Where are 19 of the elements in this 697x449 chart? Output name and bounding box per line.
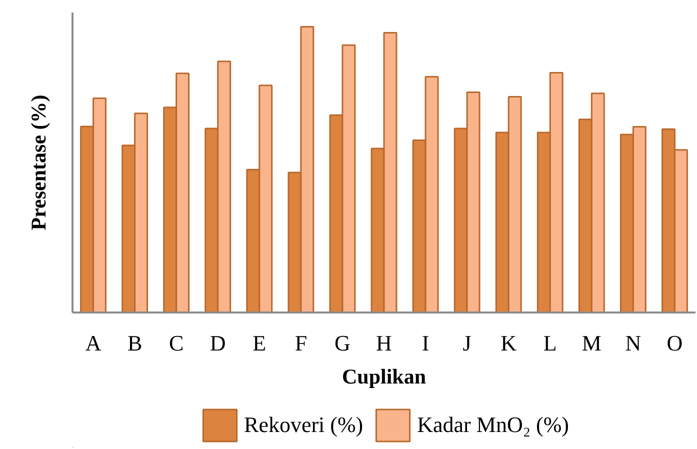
x-tick-label: A [85,330,102,356]
x-tick-label: D [210,330,226,356]
x-tick-label: H [376,330,392,356]
x-tick-label: E [252,330,266,356]
x-tick-label: K [500,330,517,356]
x-axis-title: Cuplikan [342,364,426,388]
legend-label: Kadar MnO₂ (%) [417,411,569,439]
x-tick-label: F [294,330,308,356]
x-tick-label: J [462,330,472,356]
x-tick-label: O [666,330,683,356]
x-tick-label: B [127,330,142,356]
x-tick-label: G [334,330,351,356]
x-tick-label: M [582,330,602,356]
x-tick-label: N [625,330,642,356]
y-axis-title: Presentase (%) [26,94,50,230]
legend-label: Rekoveri (%) [244,411,364,439]
x-tick-label: I [422,330,430,356]
x-tick-label: C [168,330,184,356]
x-tick-label: L [543,330,557,356]
